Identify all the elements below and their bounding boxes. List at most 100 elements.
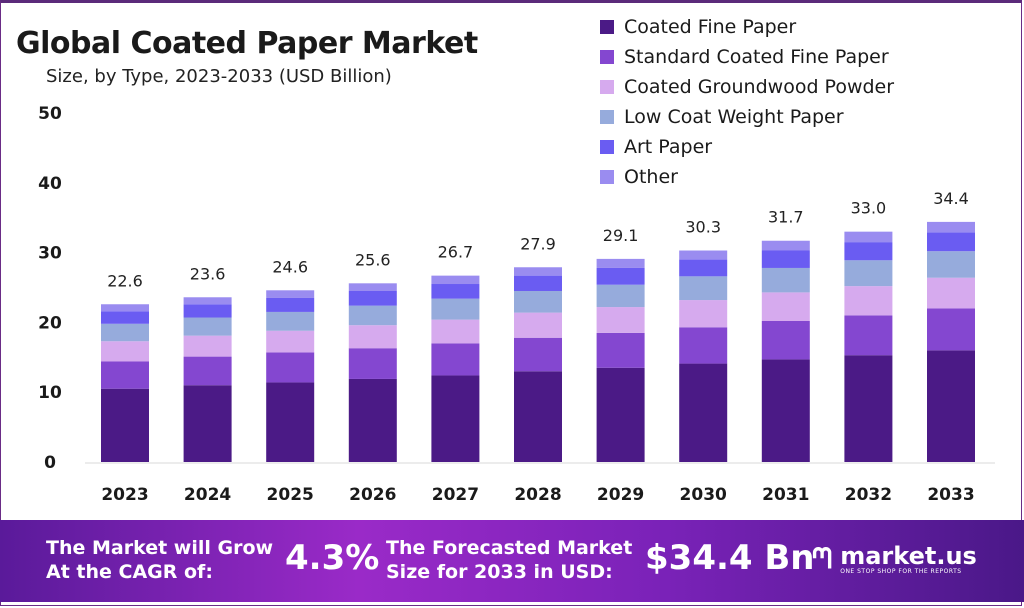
bar-total-label: 23.6	[190, 264, 226, 283]
bar-segment-standard-coated-fine-paper	[348, 348, 397, 379]
bar-segment-other	[266, 290, 315, 298]
y-tick-label: 0	[44, 453, 56, 473]
legend-label: Other	[624, 166, 678, 188]
bar-segment-low-coat-weight-paper	[596, 284, 645, 308]
bar-segment-art-paper	[183, 304, 232, 318]
bar-segment-standard-coated-fine-paper	[761, 321, 810, 360]
bar-segment-coated-fine-paper	[266, 382, 315, 462]
bar-segment-coated-groundwood-powder	[101, 341, 149, 362]
bar-segment-standard-coated-fine-paper	[101, 361, 149, 389]
bar-segment-low-coat-weight-paper	[514, 290, 562, 313]
bar-segment-coated-groundwood-powder	[183, 335, 232, 357]
bar-total-label: 29.1	[603, 226, 639, 245]
x-tick-label: 2027	[432, 485, 479, 505]
bar-segment-art-paper	[679, 259, 728, 277]
legend-swatch	[600, 50, 614, 64]
bar-segment-low-coat-weight-paper	[183, 317, 232, 336]
cagr-value: 4.3%	[285, 538, 380, 578]
bar-segment-coated-fine-paper	[596, 367, 645, 462]
legend-item: Other	[600, 162, 894, 192]
y-tick-label: 50	[38, 104, 62, 124]
legend-item: Coated Fine Paper	[600, 12, 894, 42]
bar-segment-other	[183, 297, 232, 305]
bar-total-label: 30.3	[685, 218, 721, 237]
legend-swatch	[600, 20, 614, 34]
bar-segment-art-paper	[101, 311, 149, 324]
bar-segment-coated-fine-paper	[183, 385, 232, 462]
bar-segment-coated-groundwood-powder	[348, 325, 397, 349]
bar-segment-art-paper	[927, 232, 975, 252]
bar-segment-coated-fine-paper	[761, 359, 810, 462]
bar-segment-art-paper	[844, 242, 893, 261]
bar-segment-coated-groundwood-powder	[927, 277, 975, 309]
bar-total-label: 25.6	[355, 250, 391, 269]
legend: Coated Fine Paper Standard Coated Fine Pa…	[600, 12, 894, 192]
bar-segment-other	[844, 231, 893, 243]
legend-swatch	[600, 110, 614, 124]
x-tick-label: 2033	[927, 485, 974, 505]
bar-segment-coated-groundwood-powder	[761, 292, 810, 322]
bar-segment-standard-coated-fine-paper	[596, 332, 645, 368]
bar-segment-other	[101, 304, 149, 312]
bar-segment-coated-fine-paper	[431, 375, 480, 462]
bar-segment-art-paper	[266, 297, 315, 312]
bar-segment-standard-coated-fine-paper	[844, 315, 893, 356]
bar-segment-standard-coated-fine-paper	[514, 337, 562, 372]
bar-segment-coated-groundwood-powder	[844, 286, 893, 316]
bar-segment-low-coat-weight-paper	[266, 311, 315, 331]
bar-segment-art-paper	[431, 284, 480, 299]
x-tick-label: 2028	[514, 485, 561, 505]
bar-segment-other	[431, 275, 480, 285]
legend-item: Art Paper	[600, 132, 894, 162]
bar-segment-standard-coated-fine-paper	[266, 352, 315, 383]
bar-segment-low-coat-weight-paper	[348, 305, 397, 326]
x-tick-label: 2032	[845, 485, 892, 505]
y-tick-label: 30	[38, 244, 62, 264]
bar-segment-other	[596, 258, 645, 268]
bar-segment-coated-fine-paper	[348, 378, 397, 462]
x-tick-label: 2030	[680, 485, 727, 505]
bar-total-label: 26.7	[438, 243, 474, 262]
x-tick-label: 2031	[762, 485, 809, 505]
legend-label: Art Paper	[624, 136, 713, 158]
legend-label: Low Coat Weight Paper	[624, 106, 844, 128]
legend-swatch	[600, 80, 614, 94]
bar-segment-art-paper	[596, 267, 645, 285]
bar-total-label: 22.6	[107, 271, 143, 290]
legend-swatch	[600, 140, 614, 154]
bar-segment-low-coat-weight-paper	[761, 267, 810, 293]
bar-segment-other	[514, 267, 562, 276]
legend-item: Coated Groundwood Powder	[600, 72, 894, 102]
bar-segment-low-coat-weight-paper	[844, 260, 893, 287]
bar-segment-standard-coated-fine-paper	[431, 343, 480, 376]
bar-segment-coated-fine-paper	[101, 388, 149, 462]
bar-segment-coated-groundwood-powder	[266, 330, 315, 353]
y-tick-label: 20	[38, 313, 62, 333]
legend-swatch	[600, 170, 614, 184]
market-us-logo: ᘉ market.us ONE STOP SHOP FOR THE REPORT…	[812, 542, 977, 576]
legend-item: Low Coat Weight Paper	[600, 102, 894, 132]
bar-segment-standard-coated-fine-paper	[927, 308, 975, 351]
bar-segment-low-coat-weight-paper	[679, 276, 728, 301]
logo-icon: ᘉ	[812, 542, 833, 575]
x-tick-label: 2024	[184, 485, 231, 505]
bar-total-label: 33.0	[851, 199, 887, 218]
bar-segment-other	[761, 240, 810, 251]
bar-total-label: 24.6	[272, 257, 308, 276]
bar-segment-art-paper	[761, 250, 810, 268]
chart-title: Global Coated Paper Market	[16, 26, 478, 61]
bar-segment-other	[679, 250, 728, 260]
bar-segment-coated-fine-paper	[927, 350, 975, 462]
bar-total-label: 34.4	[933, 189, 969, 208]
bar-segment-art-paper	[514, 275, 562, 291]
cagr-label: The Market will Grow At the CAGR of:	[46, 537, 274, 583]
forecast-label: The Forecasted Market Size for 2033 in U…	[386, 537, 633, 583]
legend-label: Coated Fine Paper	[624, 16, 797, 38]
summary-banner: The Market will Grow At the CAGR of: 4.3…	[0, 520, 1024, 602]
bar-segment-art-paper	[348, 290, 397, 306]
bar-segment-other	[348, 283, 397, 291]
legend-item: Standard Coated Fine Paper	[600, 42, 894, 72]
x-tick-label: 2026	[349, 485, 396, 505]
bar-total-label: 27.9	[520, 234, 556, 253]
